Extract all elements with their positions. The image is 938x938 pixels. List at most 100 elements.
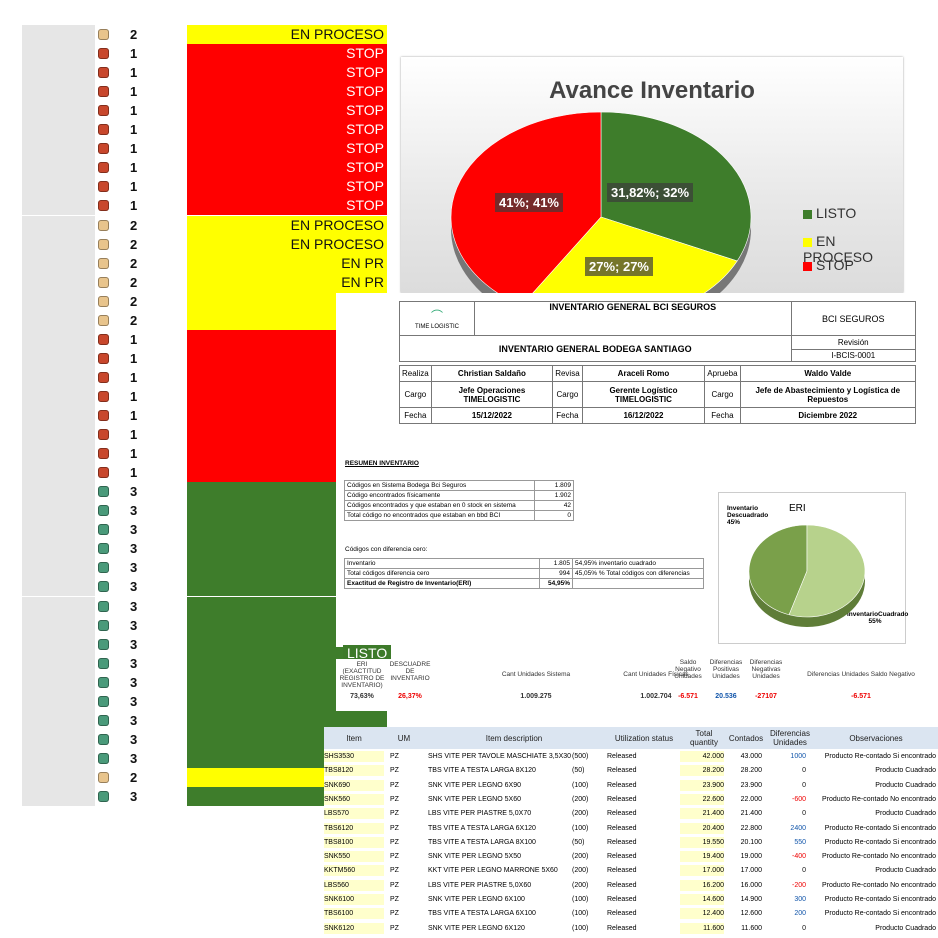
table-cell: Producto Cuadrado: [875, 924, 936, 932]
row-number: 3: [130, 674, 138, 690]
table-cell: PZ: [390, 867, 399, 875]
status-dot-icon: [98, 371, 109, 383]
table-cell: Producto Re-contado Si encontrado: [824, 838, 936, 846]
resumen-value: 0: [534, 510, 574, 521]
table-cell: Producto Cuadrado: [875, 781, 936, 789]
items-header-cell: Item description: [485, 733, 543, 743]
status-dot-icon: [98, 676, 109, 688]
row-gutter: [22, 25, 95, 44]
row-gutter: [22, 482, 95, 502]
status-dot-icon: [98, 105, 109, 117]
cargo2: Gerente Logístico TIMELOGISTIC: [581, 381, 706, 408]
status-cell[interactable]: STOP: [187, 158, 387, 178]
table-cell: Producto Cuadrado: [875, 810, 936, 818]
table-cell: Released: [607, 853, 637, 861]
resumen-label: Códigos encontrados y que estaban en 0 s…: [344, 500, 535, 511]
fecha-label-3: Fecha: [704, 407, 741, 424]
table-cell: 42.000: [680, 751, 724, 762]
doc-signatures-table: Realiza Christian Saldaño Revisa Araceli…: [399, 365, 917, 424]
table-cell: LBS570: [324, 808, 384, 820]
status-dot-icon: [98, 143, 109, 155]
doc-title: INVENTARIO GENERAL BCI SEGUROS: [474, 301, 792, 336]
eri-summary-v6: 20.536: [715, 693, 737, 700]
eri-summary-v7: -27107: [755, 693, 777, 700]
table-cell: Producto Re-contado Si encontrado: [824, 910, 936, 918]
table-cell: Released: [607, 753, 637, 760]
status-cell[interactable]: [187, 710, 387, 730]
row-number: 1: [130, 84, 138, 100]
row-number: 3: [130, 731, 138, 747]
table-row: SNK6120 PZ SNK VITE PER LEGNO 6X120 (100) Re…: [324, 922, 938, 934]
status-cell[interactable]: STOP: [187, 44, 387, 64]
row-gutter: [22, 577, 95, 597]
items-header-cell: Contados: [728, 733, 764, 743]
aprueba-value: Waldo Valde: [739, 365, 917, 382]
row-gutter: [22, 63, 95, 83]
status-cell[interactable]: STOP: [187, 101, 387, 121]
listo-label: LISTO: [343, 645, 392, 661]
status-dot-icon: [98, 181, 109, 193]
table-cell: LBS560: [324, 879, 384, 891]
table-cell: TBS VITE A TESTA LARGA 8X100: [428, 838, 536, 846]
status-cell[interactable]: EN PR: [187, 272, 387, 292]
status-dot-icon: [98, 67, 109, 79]
items-header-cell: Diferencias Unidades: [769, 729, 810, 747]
status-dot-icon: [98, 48, 109, 60]
table-cell: SNK6100: [324, 894, 384, 905]
legend-listo: LISTO: [803, 205, 856, 221]
pie-slice-en-proceso: [532, 216, 738, 293]
row-number: 3: [130, 655, 138, 671]
table-cell: 300: [794, 896, 806, 903]
row-gutter: [22, 520, 95, 540]
row-gutter: [22, 329, 95, 349]
cargo-label-2: Cargo: [552, 381, 583, 408]
table-cell: Producto Re-contado Si encontrado: [824, 753, 936, 760]
eri-summary-v4: 1.002.704: [640, 693, 672, 700]
row-number: 3: [130, 579, 138, 595]
row-gutter: [22, 787, 95, 806]
items-table: Item UM Item description Utilization status…: [324, 727, 938, 938]
status-dot-icon: [98, 752, 109, 764]
status-cell[interactable]: STOP: [187, 139, 387, 159]
row-number: 1: [130, 331, 138, 347]
row-gutter: [22, 367, 95, 387]
row-gutter: [22, 101, 95, 121]
resumen-row: Código encontrados físicamente 1.902: [344, 490, 574, 501]
table-cell: SHS3530: [324, 751, 384, 762]
chart-avance-inventario: Avance Inventario LISTO EN PROCESO STOP …: [401, 57, 903, 293]
eri-chart-title: ERI: [789, 503, 806, 514]
row-number: 2: [130, 255, 138, 271]
row-number: 3: [130, 693, 138, 709]
table-cell: TBS6100: [324, 908, 384, 920]
table-row: SNK6100 PZ SNK VITE PER LEGNO 6X100 (100) Re…: [324, 894, 938, 905]
status-cell[interactable]: EN PROCESO: [187, 25, 387, 44]
row-gutter: [22, 748, 95, 768]
status-cell[interactable]: EN PROCESO: [187, 234, 387, 254]
status-cell[interactable]: STOP: [187, 177, 387, 197]
row-gutter: [22, 501, 95, 521]
status-cell[interactable]: EN PROCESO: [187, 215, 387, 235]
table-cell: 0: [802, 781, 806, 789]
table-cell: 1000: [790, 753, 806, 760]
table-cell: -600: [791, 795, 806, 803]
time-logistic-logo: ⌒ TIME LOGISTIC: [399, 301, 475, 336]
resumen-row: Códigos en Sistema Bodega Bci Seguros 1.8…: [344, 480, 574, 491]
status-dot-icon: [98, 162, 109, 174]
table-cell: Released: [607, 881, 637, 889]
table-cell: Producto Re-contado Si encontrado: [824, 896, 936, 903]
eri-label-descuadrado: Inventario Descuadrado 45%: [727, 505, 769, 526]
table-cell: Producto Cuadrado: [875, 867, 936, 875]
table-cell: (100): [572, 924, 589, 932]
row-gutter: [22, 44, 95, 64]
status-cell[interactable]: STOP: [187, 82, 387, 102]
items-table-header: Item UM Item description Utilization status…: [324, 727, 938, 749]
row-gutter: [22, 444, 95, 464]
status-cell[interactable]: STOP: [187, 120, 387, 140]
table-cell: (200): [572, 867, 589, 875]
row-gutter: [22, 672, 95, 692]
status-cell[interactable]: EN PR: [187, 253, 387, 273]
status-cell[interactable]: STOP: [187, 63, 387, 83]
table-cell: Released: [607, 838, 637, 846]
row-number: 3: [130, 541, 138, 557]
status-cell[interactable]: STOP: [187, 196, 387, 216]
